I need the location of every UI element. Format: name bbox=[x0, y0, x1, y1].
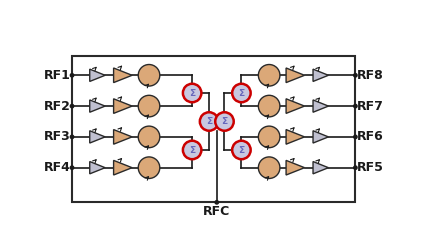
Circle shape bbox=[258, 126, 280, 148]
Text: RF7: RF7 bbox=[357, 100, 384, 113]
Circle shape bbox=[70, 135, 74, 139]
Polygon shape bbox=[286, 99, 305, 114]
Text: RF1: RF1 bbox=[44, 69, 70, 82]
Text: RF4: RF4 bbox=[44, 161, 70, 174]
Circle shape bbox=[232, 141, 251, 159]
Circle shape bbox=[138, 126, 160, 148]
Polygon shape bbox=[286, 160, 305, 175]
FancyBboxPatch shape bbox=[72, 56, 356, 202]
Circle shape bbox=[138, 157, 160, 178]
Text: RFC: RFC bbox=[203, 205, 230, 218]
Circle shape bbox=[70, 166, 74, 169]
Polygon shape bbox=[313, 100, 328, 112]
Text: Σ: Σ bbox=[222, 117, 228, 126]
Polygon shape bbox=[313, 131, 328, 143]
Circle shape bbox=[183, 84, 201, 102]
Text: RF3: RF3 bbox=[44, 130, 70, 143]
Polygon shape bbox=[90, 100, 105, 112]
Circle shape bbox=[70, 104, 74, 108]
Circle shape bbox=[232, 84, 251, 102]
Text: Σ: Σ bbox=[189, 89, 195, 98]
Polygon shape bbox=[90, 131, 105, 143]
Polygon shape bbox=[286, 130, 305, 144]
Text: Σ: Σ bbox=[238, 146, 245, 155]
Circle shape bbox=[215, 112, 234, 131]
Text: RF8: RF8 bbox=[357, 69, 384, 82]
Text: RF2: RF2 bbox=[44, 100, 70, 113]
Polygon shape bbox=[90, 161, 105, 174]
Circle shape bbox=[138, 64, 160, 86]
Polygon shape bbox=[286, 68, 305, 83]
Circle shape bbox=[354, 166, 357, 169]
Text: Σ: Σ bbox=[206, 117, 212, 126]
Text: Σ: Σ bbox=[238, 89, 245, 98]
Polygon shape bbox=[114, 130, 132, 144]
Circle shape bbox=[258, 95, 280, 117]
Circle shape bbox=[138, 95, 160, 117]
Polygon shape bbox=[90, 69, 105, 81]
Polygon shape bbox=[313, 161, 328, 174]
Polygon shape bbox=[114, 160, 132, 175]
Circle shape bbox=[354, 104, 357, 108]
Circle shape bbox=[354, 74, 357, 77]
Circle shape bbox=[183, 141, 201, 159]
Circle shape bbox=[70, 74, 74, 77]
Circle shape bbox=[200, 112, 218, 131]
Text: RF5: RF5 bbox=[357, 161, 384, 174]
Circle shape bbox=[215, 201, 219, 204]
Circle shape bbox=[258, 64, 280, 86]
Circle shape bbox=[258, 157, 280, 178]
Polygon shape bbox=[114, 99, 132, 114]
Text: RF6: RF6 bbox=[357, 130, 384, 143]
Text: Σ: Σ bbox=[189, 146, 195, 155]
Polygon shape bbox=[114, 68, 132, 83]
Circle shape bbox=[354, 135, 357, 139]
Polygon shape bbox=[313, 69, 328, 81]
